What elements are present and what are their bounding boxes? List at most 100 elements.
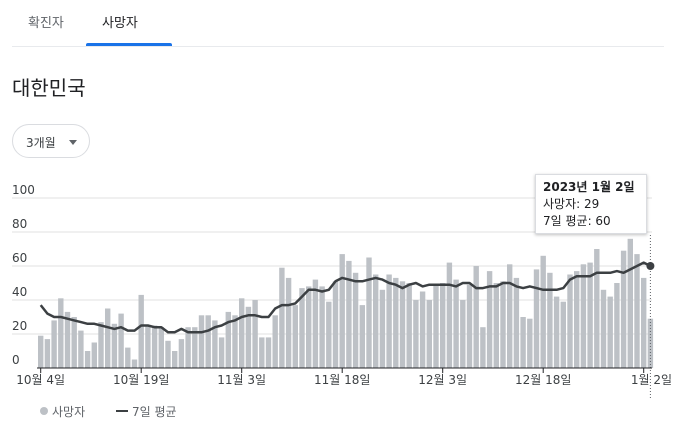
bar[interactable] [44, 339, 51, 368]
bar[interactable] [406, 283, 412, 368]
bar[interactable] [38, 335, 44, 368]
bar[interactable] [440, 283, 446, 368]
bar[interactable] [560, 301, 566, 368]
bar[interactable] [272, 315, 278, 368]
bar[interactable] [172, 351, 178, 368]
x-tick-label: 11월 3일 [217, 373, 266, 387]
bar[interactable] [299, 288, 305, 368]
bar[interactable] [198, 315, 205, 368]
bar[interactable] [580, 264, 587, 368]
bar[interactable] [486, 271, 493, 368]
tooltip-date: 2023년 1월 2일 [543, 180, 635, 194]
bar[interactable] [393, 277, 399, 368]
bar[interactable] [158, 327, 164, 368]
bar[interactable] [527, 318, 533, 368]
bar[interactable] [359, 305, 365, 368]
bar[interactable] [125, 347, 131, 368]
bar[interactable] [138, 294, 144, 368]
bar[interactable] [493, 283, 499, 368]
bar[interactable] [105, 308, 111, 369]
bar[interactable] [319, 286, 325, 368]
bar[interactable] [292, 305, 298, 368]
bar[interactable] [239, 298, 245, 368]
bar[interactable] [386, 274, 392, 369]
tab-confirmed[interactable]: 확진자 [28, 16, 64, 31]
y-tick-label: 100 [12, 183, 35, 197]
bar[interactable] [413, 300, 419, 368]
bar[interactable] [151, 325, 158, 369]
bar[interactable] [433, 284, 439, 368]
tab-deaths[interactable]: 사망자 [102, 16, 138, 31]
bar[interactable] [285, 277, 292, 368]
bar[interactable] [225, 311, 231, 368]
bar[interactable] [78, 330, 84, 368]
bar[interactable] [446, 262, 453, 368]
legend-average-label: 7일 평균 [132, 405, 177, 419]
bar[interactable] [540, 255, 546, 368]
bar[interactable] [212, 320, 218, 368]
bar[interactable] [312, 279, 319, 368]
bar[interactable] [178, 339, 185, 368]
bar[interactable] [399, 281, 406, 368]
bar[interactable] [567, 274, 573, 369]
bar[interactable] [607, 296, 613, 368]
bar[interactable] [84, 351, 91, 368]
bar[interactable] [205, 315, 211, 368]
bar[interactable] [600, 289, 607, 368]
bar[interactable] [473, 266, 479, 368]
bar[interactable] [641, 277, 647, 368]
bar[interactable] [520, 317, 526, 368]
bar[interactable] [453, 279, 459, 368]
bar[interactable] [71, 317, 77, 368]
bar[interactable] [218, 337, 225, 368]
bar[interactable] [185, 327, 191, 368]
x-tick-label: 10월 4일 [16, 373, 65, 387]
bar[interactable] [480, 327, 486, 368]
bar[interactable] [118, 313, 124, 368]
bar[interactable] [306, 286, 312, 368]
bar[interactable] [192, 327, 198, 368]
bar[interactable] [533, 269, 540, 368]
bar[interactable] [507, 264, 513, 368]
range-dropdown[interactable]: 3개월 [12, 124, 90, 158]
bar[interactable] [587, 262, 593, 368]
bar[interactable] [131, 359, 138, 369]
bar[interactable] [332, 281, 339, 368]
bar[interactable] [366, 257, 372, 369]
bar[interactable] [426, 300, 432, 368]
bar[interactable] [252, 300, 258, 368]
bar[interactable] [145, 325, 151, 369]
bar[interactable] [594, 249, 600, 368]
bar[interactable] [91, 342, 97, 369]
bar[interactable] [627, 238, 633, 368]
bar[interactable] [574, 271, 580, 368]
bar[interactable] [352, 272, 359, 368]
bar[interactable] [500, 281, 506, 368]
bar[interactable] [232, 315, 238, 368]
bar[interactable] [466, 284, 473, 368]
bar[interactable] [58, 298, 64, 368]
bar[interactable] [245, 306, 252, 368]
bar[interactable] [98, 322, 104, 368]
bar[interactable] [265, 337, 272, 368]
bar[interactable] [111, 323, 118, 368]
bar[interactable] [346, 260, 352, 368]
bar[interactable] [513, 277, 520, 368]
bar[interactable] [379, 289, 386, 368]
bar[interactable] [51, 320, 57, 368]
bar[interactable] [614, 283, 620, 368]
deaths-chart[interactable]: 0 20 40 60 80 100 10월 4일 10월 19일 11월 3일 11월 18일 12… [0, 175, 693, 405]
bar[interactable] [373, 274, 379, 369]
bar[interactable] [460, 300, 466, 368]
bar[interactable] [419, 291, 426, 369]
bar[interactable] [165, 340, 171, 368]
bar[interactable] [620, 250, 627, 368]
bar[interactable] [326, 301, 332, 368]
bar[interactable] [64, 311, 71, 368]
bar[interactable] [553, 296, 560, 368]
bar[interactable] [279, 267, 285, 368]
bar[interactable] [547, 272, 553, 368]
bar[interactable] [634, 254, 640, 368]
bar[interactable] [259, 337, 265, 368]
bar[interactable] [339, 254, 345, 368]
